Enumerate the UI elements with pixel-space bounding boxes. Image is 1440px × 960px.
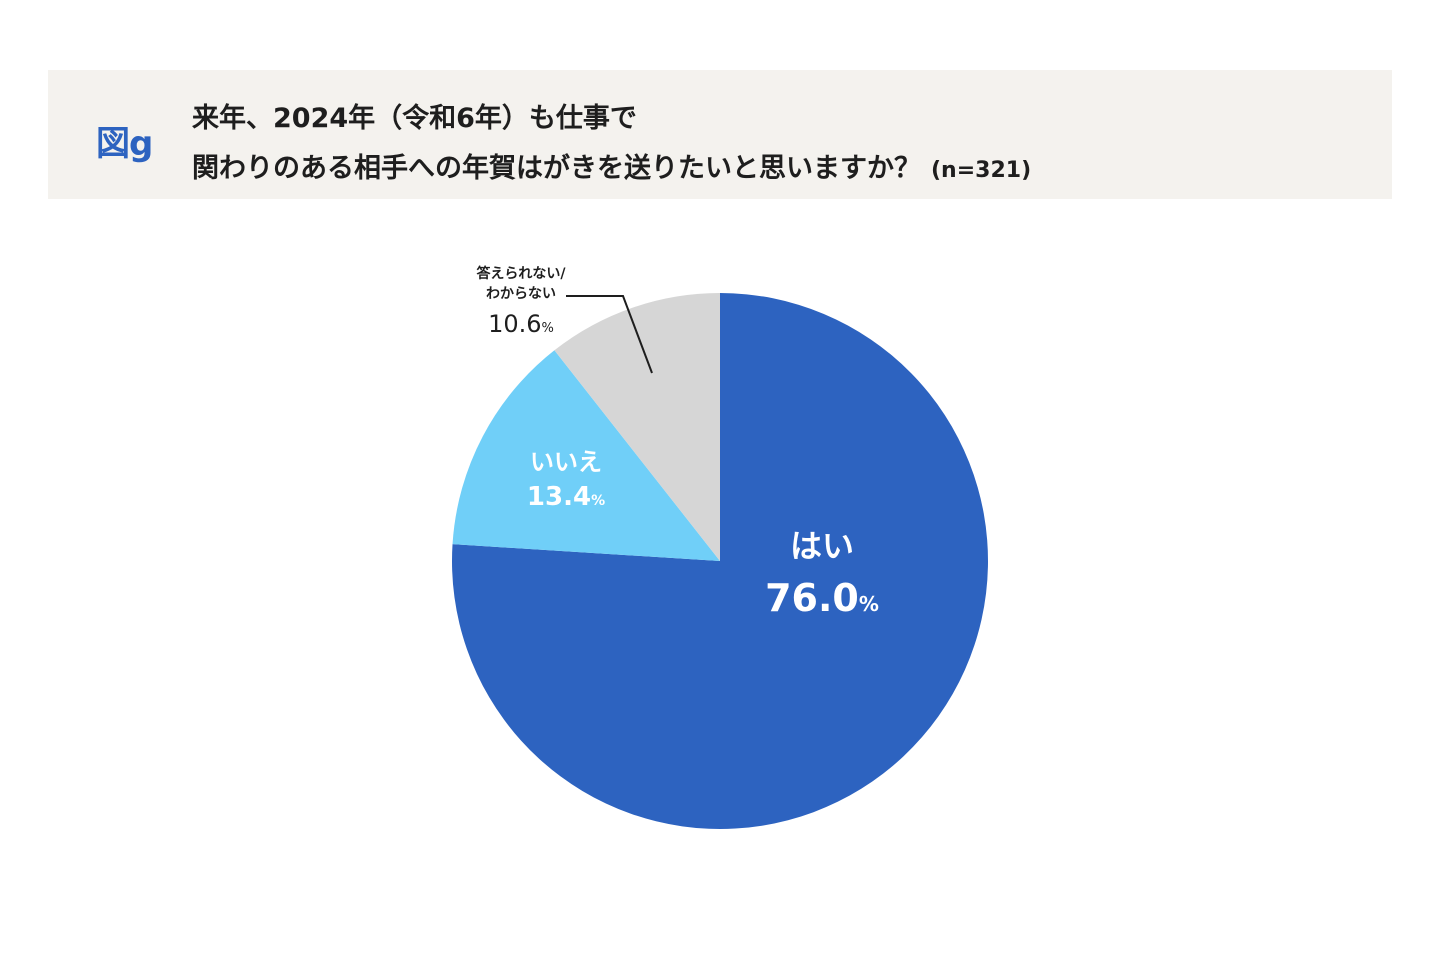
sample-size: (n=321)	[931, 158, 1032, 183]
slice-value-number-0: 76.0	[765, 576, 859, 620]
slice-value-percent-0: %	[859, 592, 879, 616]
slice-value-number-1: 13.4	[527, 482, 591, 512]
slice-label-2-line-1: わからない	[486, 286, 556, 302]
chart-title-line-1: 来年、2024年（令和6年）も仕事で	[192, 103, 637, 134]
chart-title-text: 関わりのある相手への年賀はがきを送りたいと思いますか？	[192, 153, 921, 184]
slice-value-number-2: 10.6	[488, 310, 541, 338]
leader-line	[566, 295, 653, 374]
slice-value-2: 10.6%	[488, 310, 554, 338]
figure-label: 図g	[96, 124, 153, 164]
slice-label-2-line-0: 答えられない/	[476, 265, 566, 282]
slice-value-0: 76.0%	[765, 576, 879, 620]
chart-title-line-2: 関わりのある相手への年賀はがきを送りたいと思いますか？ (n=321)	[192, 146, 1031, 185]
slice-value-1: 13.4%	[527, 482, 605, 512]
slice-value-percent-1: %	[591, 493, 605, 509]
pie-slice-1	[452, 350, 720, 561]
pie-slice-2	[554, 293, 720, 561]
slice-label-0: はい	[790, 527, 854, 565]
pie-slice-0	[452, 293, 989, 829]
slice-label-1: いいえ	[530, 448, 602, 476]
slice-value-percent-2: %	[542, 321, 554, 336]
header-band	[48, 70, 1392, 199]
